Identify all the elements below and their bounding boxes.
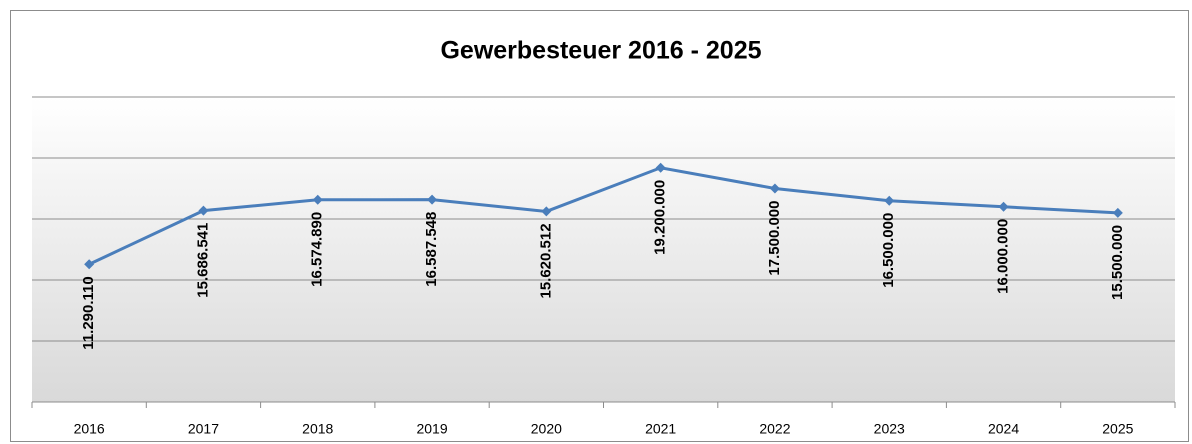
data-label: 16.587.548: [423, 212, 440, 287]
x-tick-label: 2024: [988, 421, 1019, 437]
plot-area: [32, 97, 1175, 402]
x-tick-label: 2021: [645, 421, 676, 437]
point-marker: [198, 205, 209, 216]
series-line: [88, 166, 1118, 266]
point-marker: [312, 194, 323, 205]
x-tick-label: 2018: [302, 421, 333, 437]
point-marker: [884, 195, 895, 206]
data-label: 16.000.000: [995, 219, 1012, 294]
x-tick-label: 2023: [874, 421, 905, 437]
point-marker: [84, 259, 95, 270]
data-label: 16.500.000: [880, 213, 897, 288]
data-label: 15.686.541: [194, 223, 211, 298]
data-label: 15.500.000: [1109, 225, 1126, 300]
point-marker: [427, 194, 438, 205]
point-marker: [541, 206, 552, 217]
data-label: 16.574.890: [309, 212, 326, 287]
data-label: 19.200.000: [652, 180, 669, 255]
x-tick-label: 2022: [759, 421, 790, 437]
point-marker: [655, 162, 666, 173]
data-label: 11.290.110: [80, 276, 97, 349]
point-marker: [998, 201, 1009, 212]
chart-title: Gewerbesteuer 2016 - 2025: [440, 37, 761, 65]
x-tick-label: 2016: [74, 421, 105, 437]
data-label: 17.500.000: [766, 201, 783, 276]
point-marker: [1112, 207, 1123, 218]
x-tick-label: 2020: [531, 421, 562, 437]
data-label: 15.620.512: [537, 223, 554, 298]
x-tick-label: 2025: [1102, 421, 1133, 437]
point-marker: [769, 183, 780, 194]
x-tick-label: 2019: [416, 421, 447, 437]
x-tick-label: 2017: [188, 421, 219, 437]
